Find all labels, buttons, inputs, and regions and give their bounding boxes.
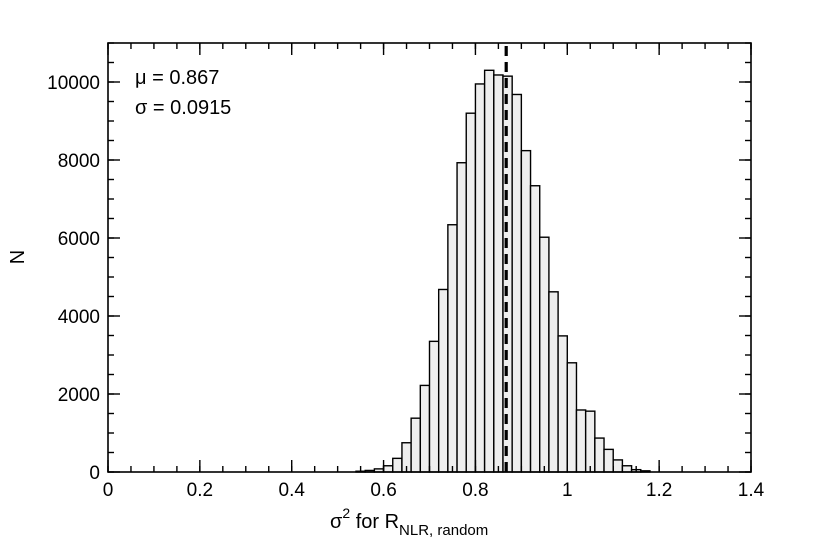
histogram-bar (584, 410, 596, 473)
y-tick-label: 6000 (58, 229, 100, 250)
histogram-bar (520, 149, 532, 473)
histogram-bar (428, 340, 440, 473)
x-tick-label: 0.8 (462, 480, 488, 501)
x-tick-label: 0.4 (279, 480, 306, 501)
histogram-bar (447, 224, 458, 473)
x-axis-label: σ2 for RNLR, random (330, 505, 488, 539)
x-tick-label: 0.2 (187, 480, 213, 501)
y-tick-label: 0 (89, 463, 100, 484)
y-tick-label: 10000 (47, 73, 100, 94)
x-tick-label: 0.6 (370, 480, 396, 501)
histogram-bar (474, 83, 486, 473)
histogram-bar (557, 335, 568, 473)
histogram-bar (575, 409, 587, 473)
bars-group (355, 69, 651, 473)
histogram-bar (511, 93, 523, 473)
histogram-bar (410, 417, 422, 473)
x-axis-label-middle: for R (350, 511, 399, 533)
x-tick-label: 1.4 (738, 480, 765, 501)
x-tick-label: 0 (103, 480, 114, 501)
histogram-bar (529, 185, 541, 473)
y-tick-label: 2000 (58, 385, 100, 406)
histogram-bar (392, 457, 403, 473)
y-axis-label: N (7, 250, 29, 264)
histogram-bar (594, 437, 605, 473)
histogram-bar (539, 236, 550, 473)
histogram-bar (621, 465, 633, 473)
annotation-mean: μ = 0.867 (135, 67, 219, 89)
histogram-bar (612, 459, 624, 473)
histogram-bar (419, 384, 431, 473)
axis-ticks-group (107, 42, 752, 473)
x-tick-label: 1.2 (646, 480, 672, 501)
tick-labels-group: 0 0.2 0.4 0.6 0.8 1 1.2 1.4 0 2000 4000 6000 8000 100… (47, 73, 764, 501)
x-tick-label: 1 (562, 480, 573, 501)
histogram-bar (437, 288, 449, 473)
plot-frame (107, 42, 752, 473)
histogram-bar (483, 69, 495, 473)
y-tick-label: 4000 (58, 307, 100, 328)
annotation-stddev: σ = 0.0915 (135, 97, 231, 119)
histogram-bar (382, 465, 394, 473)
histogram-bar (465, 112, 477, 473)
histogram-bar (456, 162, 467, 473)
histogram-bar (548, 291, 559, 473)
histogram-bar (566, 362, 578, 473)
x-axis-label-sigma: σ (330, 511, 343, 533)
histogram-bar (493, 74, 504, 473)
x-axis-label-superscript: 2 (342, 505, 350, 521)
y-tick-label: 8000 (58, 151, 100, 172)
histogram-bar (603, 448, 614, 473)
x-axis-label-subscript: NLR, random (399, 522, 488, 539)
